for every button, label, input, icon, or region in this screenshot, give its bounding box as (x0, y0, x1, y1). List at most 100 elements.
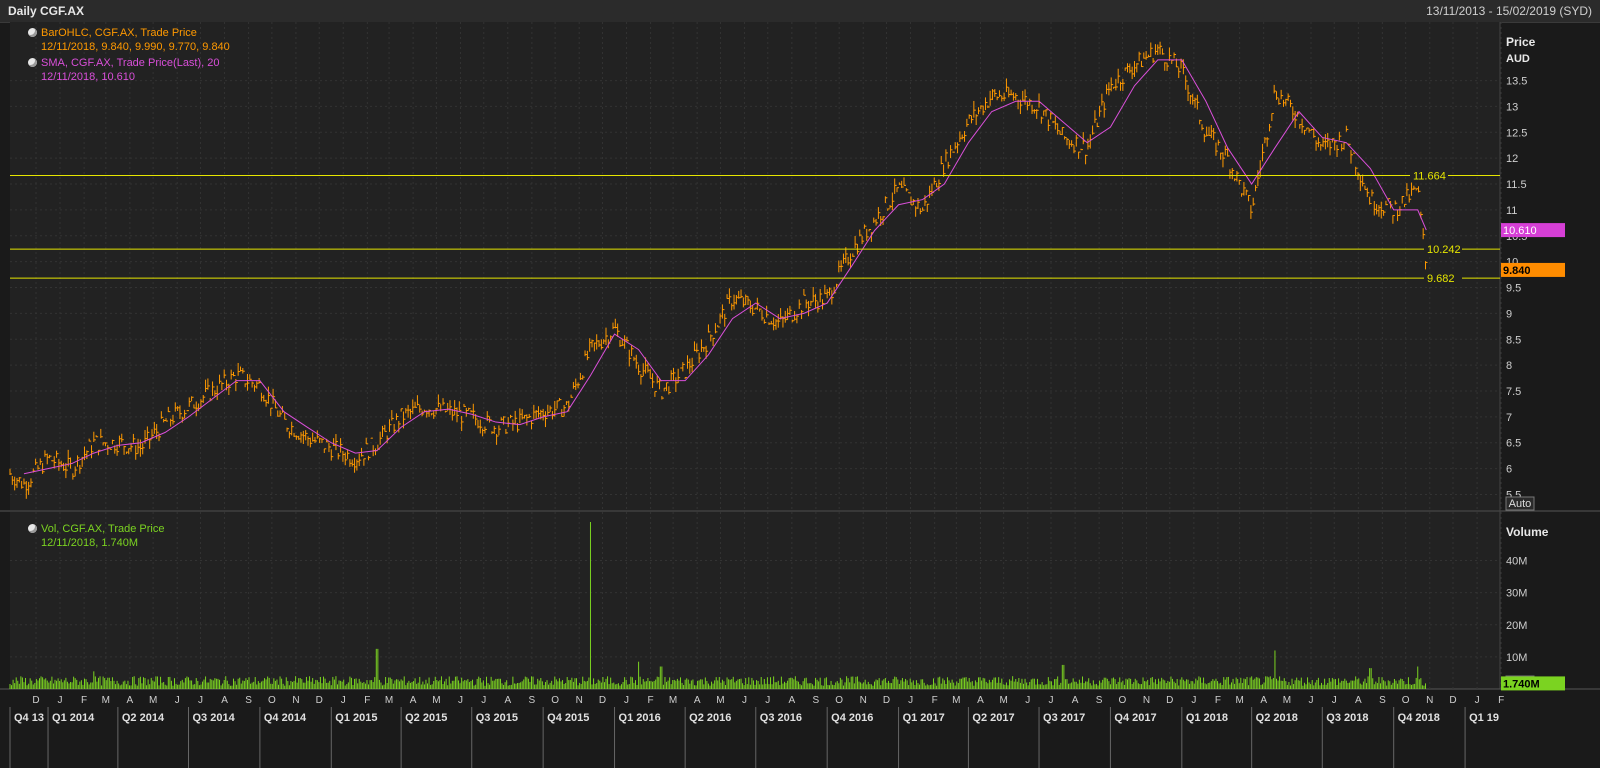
x-quarter-label: Q2 2017 (972, 712, 1014, 724)
x-quarter-label: Q4 2015 (547, 712, 589, 724)
price-tick-label: 6 (1506, 464, 1512, 476)
price-tick-label: 6.5 (1506, 438, 1521, 450)
x-month-label: J (481, 695, 486, 706)
x-month-label: M (385, 695, 393, 706)
x-month-label: J (58, 695, 63, 706)
x-month-label: A (504, 695, 511, 706)
x-quarter-label: Q1 2015 (335, 712, 377, 724)
x-month-label: O (551, 695, 559, 706)
x-quarter-label: Q3 2016 (760, 712, 802, 724)
x-quarter-label: Q4 13 (14, 712, 44, 724)
x-month-label: O (835, 695, 843, 706)
x-month-label: A (410, 695, 417, 706)
x-month-label: A (221, 695, 228, 706)
x-month-label: S (1096, 695, 1103, 706)
legend-volume-name: Vol, CGF.AX, Trade Price (41, 523, 165, 535)
price-auto-label: Auto (1509, 498, 1532, 510)
x-month-label: S (245, 695, 252, 706)
x-month-label: J (765, 695, 770, 706)
price-tick-label: 9.5 (1506, 283, 1521, 295)
x-quarter-label: Q2 2018 (1256, 712, 1298, 724)
x-month-label: J (458, 695, 463, 706)
x-quarter-label: Q4 2016 (831, 712, 873, 724)
x-quarter-label: Q2 2015 (405, 712, 447, 724)
price-auto-button (1505, 496, 1535, 511)
price-legend-sma[interactable]: SMA, CGF.AX, Trade Price(Last), 20 12/11… (28, 56, 220, 84)
last-price-tag (1501, 262, 1565, 277)
x-month-label: A (1355, 695, 1362, 706)
legend-sma-name: SMA, CGF.AX, Trade Price(Last), 20 (41, 57, 220, 69)
price-tick-label: 11 (1506, 205, 1517, 217)
x-month-label: F (81, 695, 87, 706)
volume-legend[interactable]: Vol, CGF.AX, Trade Price 12/11/2018, 1.7… (28, 522, 165, 550)
x-month-label: F (364, 695, 370, 706)
legend-toggle-icon[interactable] (28, 28, 37, 37)
x-month-label: J (341, 695, 346, 706)
x-month-label: A (788, 695, 795, 706)
x-quarter-label: Q1 19 (1469, 712, 1499, 724)
x-quarter-label: Q2 2016 (689, 712, 731, 724)
legend-toggle-icon[interactable] (28, 58, 37, 67)
x-month-label: O (1119, 695, 1127, 706)
x-month-label: S (1379, 695, 1386, 706)
chart-title: Daily CGF.AX (8, 4, 85, 18)
x-month-label: S (813, 695, 820, 706)
x-month-label: A (694, 695, 701, 706)
price-axis-unit: AUD (1506, 53, 1530, 65)
x-quarter-label: Q2 2014 (122, 712, 165, 724)
legend-toggle-icon[interactable] (28, 524, 37, 533)
x-month-label: M (1283, 695, 1291, 706)
x-month-label: D (599, 695, 606, 706)
x-month-label: J (624, 695, 629, 706)
x-quarter-label: Q4 2018 (1398, 712, 1440, 724)
sma-line (23, 59, 1427, 475)
price-plot-area (10, 22, 1500, 510)
x-month-label: D (1449, 695, 1456, 706)
legend-ohlc-values: 12/11/2018, 9.840, 9.990, 9.770, 9.840 (41, 41, 230, 53)
last-volume-tag (1501, 676, 1565, 691)
x-month-label: J (1309, 695, 1314, 706)
hline-label: 10.242 (1427, 244, 1461, 256)
x-month-label: D (1166, 695, 1173, 706)
x-quarter-label: Q1 2017 (903, 712, 945, 724)
volume-bars (9, 522, 1426, 689)
last-volume-tag-label: 1.740M (1503, 678, 1540, 690)
x-month-label: N (1426, 695, 1433, 706)
legend-sma-values: 12/11/2018, 10.610 (41, 71, 135, 83)
volume-plot-area (10, 512, 1500, 689)
price-tick-label: 7 (1506, 412, 1512, 424)
x-quarter-label: Q1 2016 (619, 712, 661, 724)
x-month-label: F (1215, 695, 1221, 706)
price-tick-label: 8 (1506, 360, 1512, 372)
price-tick-label: 13.5 (1506, 76, 1527, 88)
x-month-label: O (1402, 695, 1410, 706)
last-price-tag-label: 9.840 (1503, 265, 1531, 277)
x-month-label: M (102, 695, 110, 706)
volume-axis-title: Volume (1506, 525, 1549, 539)
x-month-label: M (1235, 695, 1243, 706)
x-month-label: N (860, 695, 867, 706)
window-titlebar: Daily CGF.AX 13/11/2013 - 15/02/2019 (SY… (0, 0, 1600, 23)
x-month-label: M (149, 695, 157, 706)
x-month-label: J (198, 695, 203, 706)
price-tick-label: 11.5 (1506, 179, 1527, 191)
x-month-label: M (669, 695, 677, 706)
x-month-label: F (648, 695, 654, 706)
hline-label-bg (1410, 168, 1448, 183)
price-tick-label: 12.5 (1506, 127, 1527, 139)
price-legend-ohlc[interactable]: BarOHLC, CGF.AX, Trade Price 12/11/2018,… (28, 26, 230, 54)
hline-label: 9.682 (1427, 273, 1455, 285)
x-month-label: J (1025, 695, 1030, 706)
x-month-label: M (1000, 695, 1008, 706)
legend-ohlc-name: BarOHLC, CGF.AX, Trade Price (41, 27, 197, 39)
x-month-label: N (1143, 695, 1150, 706)
legend-volume-values: 12/11/2018, 1.740M (41, 537, 139, 549)
x-month-label: J (1191, 695, 1196, 706)
x-month-label: N (576, 695, 583, 706)
x-month-label: J (908, 695, 913, 706)
hline-label-bg (1424, 271, 1462, 286)
date-range: 13/11/2013 - 15/02/2019 (SYD) (1426, 4, 1592, 18)
hline-label-bg (1424, 242, 1462, 257)
x-quarter-label: Q3 2015 (476, 712, 518, 724)
x-month-label: D (32, 695, 39, 706)
